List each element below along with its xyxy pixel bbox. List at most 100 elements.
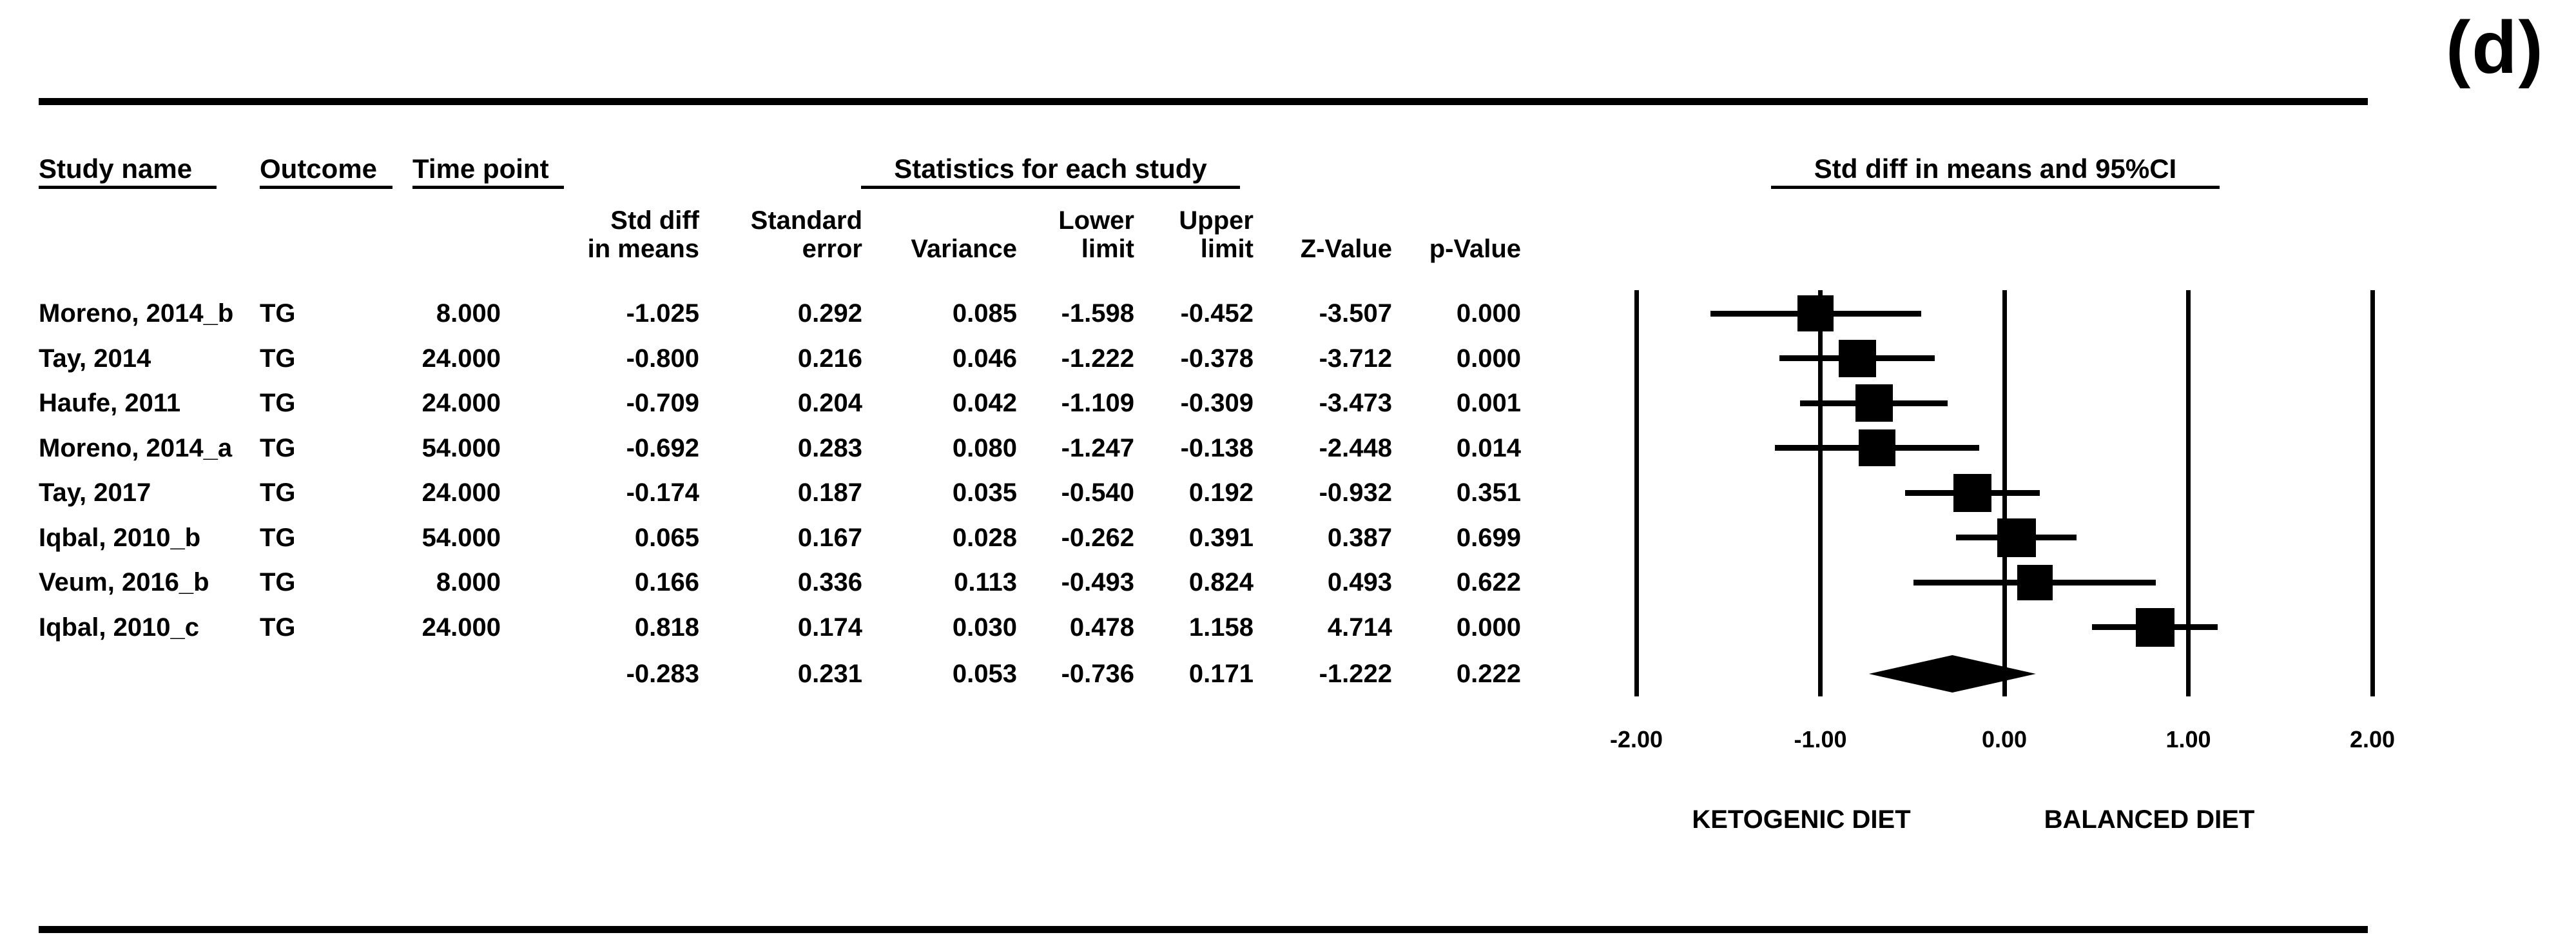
table-row: Haufe, 2011 TG 24.000 -0.709 0.204 0.042 -1.10…: [0, 384, 2576, 422]
axis-tick-label: -2.00: [1609, 726, 1663, 753]
stat-cell: 0.065: [634, 523, 699, 552]
stat-cell: -1.025: [626, 299, 699, 328]
table-row: Moreno, 2014_a TG 54.000 -0.692 0.283 0.080 -1…: [0, 429, 2576, 466]
stat-cell: 0.000: [1456, 344, 1521, 373]
stat-cell: 0.391: [1188, 523, 1254, 552]
outcome-cell: TG: [260, 344, 296, 373]
axis-tick-label: 1.00: [2165, 726, 2211, 753]
study-name-cell: Tay, 2014: [39, 344, 151, 373]
time-point-cell: 24.000: [421, 344, 501, 373]
stat-cell: 1.158: [1188, 613, 1254, 642]
summary-row: -0.283 0.231 0.053 -0.736 0.171 -1.222 0.222: [0, 655, 2576, 693]
stat-cell: 0.001: [1456, 389, 1521, 417]
stat-cell: -0.709: [626, 389, 699, 417]
outcome-cell: TG: [260, 523, 296, 552]
stat-subheader-line2: limit: [1200, 235, 1254, 263]
stat-cell: -1.247: [1061, 433, 1134, 462]
stat-cell: 0.292: [797, 299, 862, 328]
stat-subheader-line1: Std diff: [610, 206, 699, 235]
stat-cell: 0.192: [1188, 478, 1254, 507]
stat-cell: 0.187: [797, 478, 862, 507]
time-point-cell: 8.000: [436, 299, 501, 328]
stat-cell: -0.309: [1180, 389, 1254, 417]
stat-cell: 0.351: [1456, 478, 1521, 507]
stat-cell: -0.138: [1180, 433, 1254, 462]
stat-cell: -0.262: [1061, 523, 1134, 552]
stat-cell: 0.166: [634, 568, 699, 596]
summary-stat-cell: 0.222: [1456, 660, 1521, 688]
study-name-cell: Moreno, 2014_b: [39, 299, 234, 328]
stat-cell: 0.174: [797, 613, 862, 642]
study-name-cell: Veum, 2016_b: [39, 568, 209, 596]
stat-cell: -3.712: [1319, 344, 1392, 373]
stat-cell: 0.085: [952, 299, 1017, 328]
stat-cell: 0.042: [952, 389, 1017, 417]
table-row: Moreno, 2014_b TG 8.000 -1.025 0.292 0.085 -1.…: [0, 295, 2576, 331]
time-point-cell: 8.000: [436, 568, 501, 596]
stat-subheader-line2: p-Value: [1429, 235, 1521, 263]
stat-cell: -2.448: [1319, 433, 1392, 462]
stat-subheader-line2: error: [802, 235, 862, 263]
stat-cell: -0.378: [1180, 344, 1254, 373]
table-row: Tay, 2017 TG 24.000 -0.174 0.187 0.035 -0.540 0…: [0, 473, 2576, 512]
stat-cell: 0.035: [952, 478, 1017, 507]
study-name-cell: Tay, 2017: [39, 478, 151, 507]
stat-cell: -1.598: [1061, 299, 1134, 328]
stat-cell: 0.204: [797, 389, 862, 417]
group-header-statistics: Statistics for each study: [861, 153, 1240, 189]
stat-subheader-line2: limit: [1081, 235, 1134, 263]
summary-diamond: [1868, 655, 2036, 693]
stat-subheader: Variance: [811, 204, 1017, 263]
stat-subheader-line1: Upper: [1179, 206, 1254, 235]
stat-cell: 0.000: [1456, 613, 1521, 642]
outcome-cell: TG: [260, 433, 296, 462]
summary-stat-cell: 0.231: [797, 660, 862, 688]
stat-subheader-line2: Variance: [911, 235, 1017, 263]
axis-tick-label: 2.00: [2349, 726, 2396, 753]
diet-label-left: KETOGENIC DIET: [1692, 805, 1911, 834]
stat-subheader-line1: Lower: [1058, 206, 1134, 235]
axis-gridline: [2370, 290, 2375, 696]
top-rule: [39, 98, 2368, 105]
time-point-cell: 24.000: [421, 613, 501, 642]
stat-subheader: Upper limit: [1047, 204, 1254, 263]
stat-cell: -0.493: [1061, 568, 1134, 596]
stat-subheader: Std diff in means: [493, 204, 699, 263]
effect-size-square: [1855, 384, 1893, 422]
stat-cell: -0.800: [626, 344, 699, 373]
effect-size-square: [1838, 339, 1876, 377]
effect-size-square: [2135, 607, 2174, 647]
table-row: Iqbal, 2010_c TG 24.000 0.818 0.174 0.030 0.47…: [0, 607, 2576, 647]
table-row: Iqbal, 2010_b TG 54.000 0.065 0.167 0.028 -0.2…: [0, 518, 2576, 557]
stat-subheader: p-Value: [1315, 204, 1521, 263]
stat-subheader-line1: Standard: [750, 206, 862, 235]
stat-cell: -0.174: [626, 478, 699, 507]
table-row: Veum, 2016_b TG 8.000 0.166 0.336 0.113 -0.493…: [0, 564, 2576, 600]
axis-gridline: [1818, 290, 1823, 696]
stat-cell: -0.452: [1180, 299, 1254, 328]
study-name-cell: Moreno, 2014_a: [39, 433, 233, 462]
stat-cell: -0.692: [626, 433, 699, 462]
stat-cell: 0.014: [1456, 433, 1521, 462]
summary-stat-cell: 0.053: [952, 660, 1017, 688]
stat-cell: -1.109: [1061, 389, 1134, 417]
stat-cell: 0.699: [1456, 523, 1521, 552]
stat-subheader: Z-Value: [1186, 204, 1392, 263]
stat-subheader: Lower limit: [928, 204, 1134, 263]
effect-size-square: [2017, 564, 2053, 600]
study-name-cell: Iqbal, 2010_c: [39, 613, 200, 642]
stat-cell: 4.714: [1327, 613, 1392, 642]
effect-size-square: [1858, 429, 1895, 466]
stat-cell: 0.387: [1327, 523, 1392, 552]
outcome-cell: TG: [260, 478, 296, 507]
effect-size-square: [1953, 473, 1991, 512]
group-header-ci: Std diff in means and 95%CI: [1771, 153, 2220, 189]
stat-cell: -0.932: [1319, 478, 1392, 507]
stat-cell: -1.222: [1061, 344, 1134, 373]
time-point-cell: 24.000: [421, 478, 501, 507]
study-name-cell: Haufe, 2011: [39, 389, 181, 417]
axis-gridline: [2002, 290, 2007, 696]
axis-tick-label: -1.00: [1794, 726, 1847, 753]
stat-cell: 0.028: [952, 523, 1017, 552]
